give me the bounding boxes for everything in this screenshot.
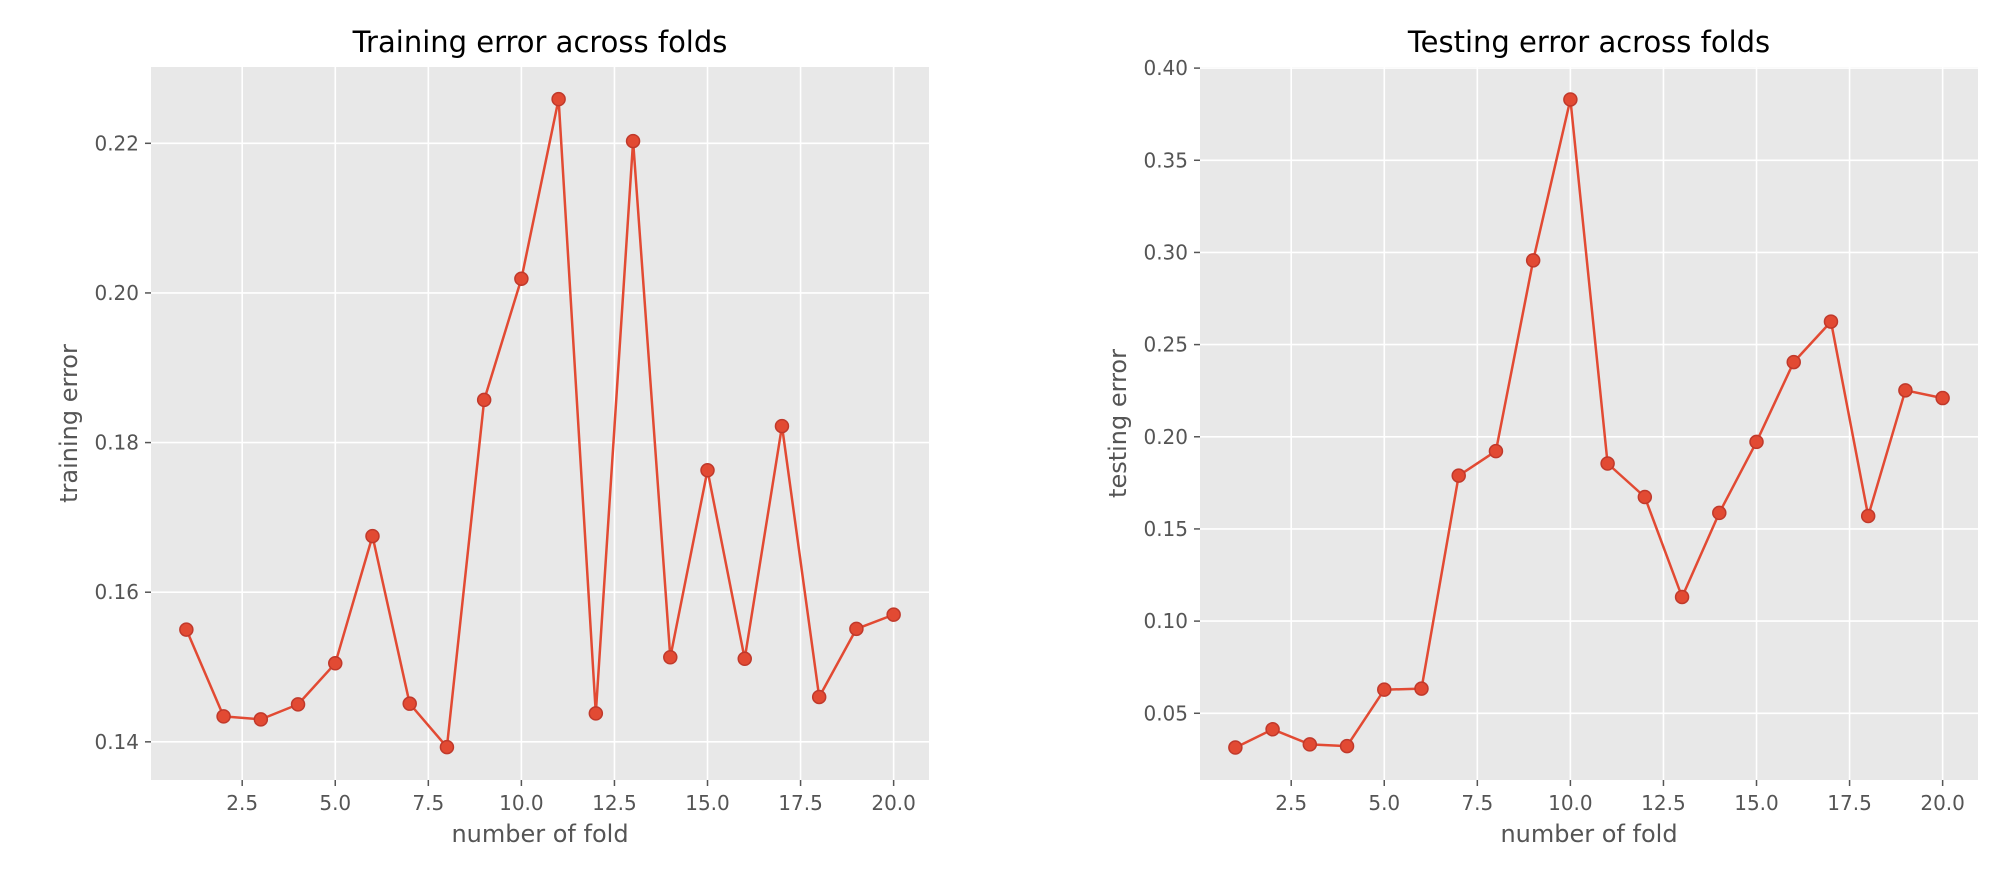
data-point [886, 607, 901, 622]
chart-title: Training error across folds [352, 25, 728, 59]
data-point [179, 622, 194, 637]
series [179, 91, 901, 755]
data-point [1377, 682, 1392, 697]
x-tick-label: 20.0 [1920, 791, 1965, 815]
x-tick-label: 7.5 [412, 791, 444, 815]
x-tick-label: 15.0 [685, 791, 730, 815]
data-point [774, 418, 790, 434]
data-point [514, 271, 529, 286]
data-point [737, 651, 752, 667]
x-tick-label: 2.5 [226, 791, 258, 815]
series [1228, 92, 1950, 755]
data-point [625, 133, 641, 149]
x-tick-label: 10.0 [499, 791, 544, 815]
data-point [1823, 314, 1839, 329]
data-point [1712, 505, 1727, 521]
y-axis-label: testing error [1104, 349, 1132, 498]
data-point [849, 621, 864, 637]
data-point [551, 91, 566, 107]
data-point [1786, 354, 1801, 370]
chart-testing: 2.5 5.0 7.5 10.0 12.5 15.0 17.5 20.0 0.05 0.10 0.1… [1104, 25, 1978, 848]
x-tick-label: 12.5 [1641, 791, 1686, 815]
data-point [1898, 383, 1913, 398]
data-point [663, 650, 678, 665]
data-point [476, 392, 492, 408]
data-point [439, 739, 455, 755]
x-tick-label: 15.0 [1734, 791, 1779, 815]
data-point [588, 706, 604, 721]
plot-area [1200, 67, 1978, 780]
data-point [1935, 390, 1950, 406]
y-tick-label: 0.22 [94, 131, 139, 155]
plot-area [151, 67, 929, 780]
data-point [1600, 456, 1615, 471]
y-tick-label: 0.10 [1143, 609, 1188, 633]
y-tick-label: 0.16 [94, 580, 139, 604]
x-tick-label: 17.5 [1827, 791, 1872, 815]
data-point [1414, 681, 1429, 696]
data-point [700, 463, 715, 478]
data-point [811, 689, 827, 705]
data-point [1302, 737, 1318, 752]
y-tick-label: 0.20 [94, 281, 139, 305]
data-point [1451, 468, 1466, 483]
data-point [290, 697, 306, 712]
y-tick-label: 0.20 [1143, 425, 1188, 449]
data-point [1637, 489, 1653, 505]
series-line [1234, 98, 1943, 749]
x-tick-label: 5.0 [1368, 791, 1400, 815]
data-point [216, 709, 231, 724]
series-line [185, 97, 895, 749]
data-point [1488, 443, 1504, 459]
data-point [253, 712, 269, 727]
x-tick-label: 20.0 [871, 791, 916, 815]
y-tick-label: 0.18 [94, 431, 139, 455]
y-tick-label: 0.05 [1143, 701, 1188, 725]
y-tick-label: 0.30 [1143, 240, 1188, 264]
y-tick-label: 0.15 [1143, 517, 1188, 541]
data-point [1749, 434, 1764, 450]
x-axis-label: number of fold [1500, 820, 1677, 848]
data-point [1265, 722, 1280, 737]
chart-title: Testing error across folds [1407, 25, 1770, 59]
x-tick-label: 17.5 [778, 791, 823, 815]
data-point [1563, 92, 1578, 107]
x-tick-label: 2.5 [1275, 791, 1307, 815]
data-point [365, 528, 380, 544]
data-point [1339, 738, 1355, 754]
data-point [328, 656, 343, 671]
x-axis-label: number of fold [451, 820, 628, 848]
data-point [1860, 508, 1876, 524]
data-point [1525, 253, 1541, 268]
y-tick-label: 0.35 [1143, 148, 1188, 172]
ticks: 2.5 5.0 7.5 10.0 12.5 15.0 17.5 20.0 0.05 0.10 0.1… [1143, 56, 1964, 815]
x-tick-label: 5.0 [319, 791, 351, 815]
x-tick-label: 10.0 [1548, 791, 1593, 815]
ticks: 2.5 5.0 7.5 10.0 12.5 15.0 17.5 20.0 0.14 0.16 0.1… [94, 131, 915, 815]
chart-training: 2.5 5.0 7.5 10.0 12.5 15.0 17.5 20.0 0.14 0.16 0.1… [55, 25, 929, 848]
data-point [1674, 589, 1690, 605]
data-point [402, 696, 417, 711]
y-tick-label: 0.40 [1143, 56, 1188, 80]
y-tick-label: 0.25 [1143, 333, 1188, 357]
x-tick-label: 12.5 [592, 791, 637, 815]
data-point [1228, 740, 1243, 755]
y-axis-label: training error [55, 344, 83, 503]
x-tick-label: 7.5 [1461, 791, 1493, 815]
y-tick-label: 0.14 [94, 730, 139, 754]
